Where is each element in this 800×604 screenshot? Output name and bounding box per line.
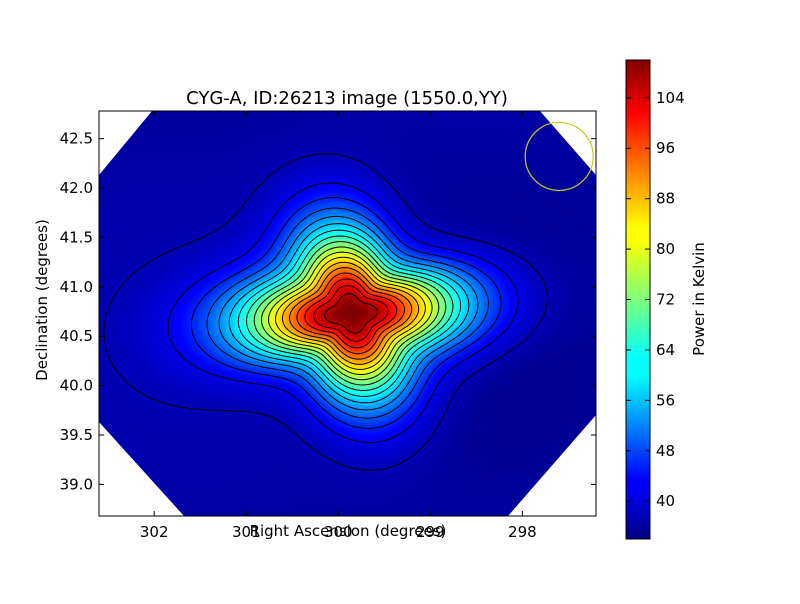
contour-level-0 (103, 153, 548, 471)
colorbar-tick-label: 104 (656, 89, 685, 107)
contour-level-14 (296, 272, 405, 355)
contour-lines (103, 153, 548, 471)
contour-level-9 (261, 246, 440, 381)
x-tick-label: 298 (508, 523, 537, 541)
colorbar-ticks: 40 48 56 64 72 80 88 96 104 (626, 89, 685, 510)
y-tick-label: 42.5 (60, 130, 93, 148)
colorbar: 40 48 56 64 72 80 88 96 104 Power in Kelvin (625, 59, 708, 540)
corner-mask-bottom-left (99, 422, 184, 516)
heatmap-image (99, 111, 596, 516)
coverage-mask (99, 111, 596, 516)
colorbar-tick-label: 96 (656, 139, 675, 157)
x-tick-label: 300 (324, 523, 353, 541)
colorbar-tick-label: 48 (656, 442, 675, 460)
contour-level-8 (253, 241, 447, 386)
y-tick-label: 39.5 (60, 426, 93, 444)
y-tick-label: 41.5 (60, 228, 93, 246)
contour-level-10 (268, 251, 433, 375)
y-tick-label: 40.0 (60, 377, 93, 395)
contour-level-15 (304, 278, 398, 349)
y-tick-label: 39.0 (60, 475, 93, 493)
colorbar-tick-label: 88 (656, 190, 675, 208)
x-tick-label: 301 (232, 523, 261, 541)
colorbar-tick-label: 72 (656, 291, 675, 309)
x-tick-label: 299 (416, 523, 445, 541)
contour-level-2 (190, 197, 502, 429)
colorbar-tick-label: 40 (656, 492, 675, 510)
contour-level-11 (275, 256, 426, 370)
corner-mask-top-right (540, 111, 596, 175)
colorbar-label: Power in Kelvin (690, 242, 708, 356)
contour-level-1 (167, 182, 519, 443)
plot-area: 302 301 300 299 298 39.0 39.5 40.0 40.5 41.0 41.5… (60, 110, 597, 541)
colorbar-tick-label: 80 (656, 240, 675, 258)
contour-level-6 (237, 229, 462, 397)
corner-mask-top-left (99, 111, 152, 175)
y-tick-label: 40.5 (60, 327, 93, 345)
x-axis: 302 301 300 299 298 (140, 111, 537, 541)
corner-mask-bottom-right (508, 415, 596, 516)
y-tick-label: 42.0 (60, 179, 93, 197)
contour-level-13 (289, 267, 413, 360)
beam-circle (524, 121, 594, 192)
contour-level-3 (206, 207, 489, 419)
y-axis: 39.0 39.5 40.0 40.5 41.0 41.5 42.0 42.5 (60, 130, 596, 493)
contour-level-12 (281, 261, 420, 365)
contour-level-7 (246, 235, 454, 391)
contour-level-17 (324, 293, 378, 334)
contour-level-16 (313, 285, 389, 342)
contour-level-5 (228, 223, 470, 404)
x-tick-label: 302 (140, 523, 169, 541)
y-axis-label: Declination (degrees) (33, 219, 51, 381)
plot-frame (98, 110, 597, 517)
x-axis-label: Right Ascension (degrees) (250, 522, 447, 540)
contour-level-4 (218, 215, 479, 411)
y-tick-label: 41.0 (60, 278, 93, 296)
chart-title: CYG-A, ID:26213 image (1550.0,YY) (186, 88, 508, 109)
colorbar-tick-label: 56 (656, 391, 675, 409)
colorbar-tick-label: 64 (656, 341, 675, 359)
